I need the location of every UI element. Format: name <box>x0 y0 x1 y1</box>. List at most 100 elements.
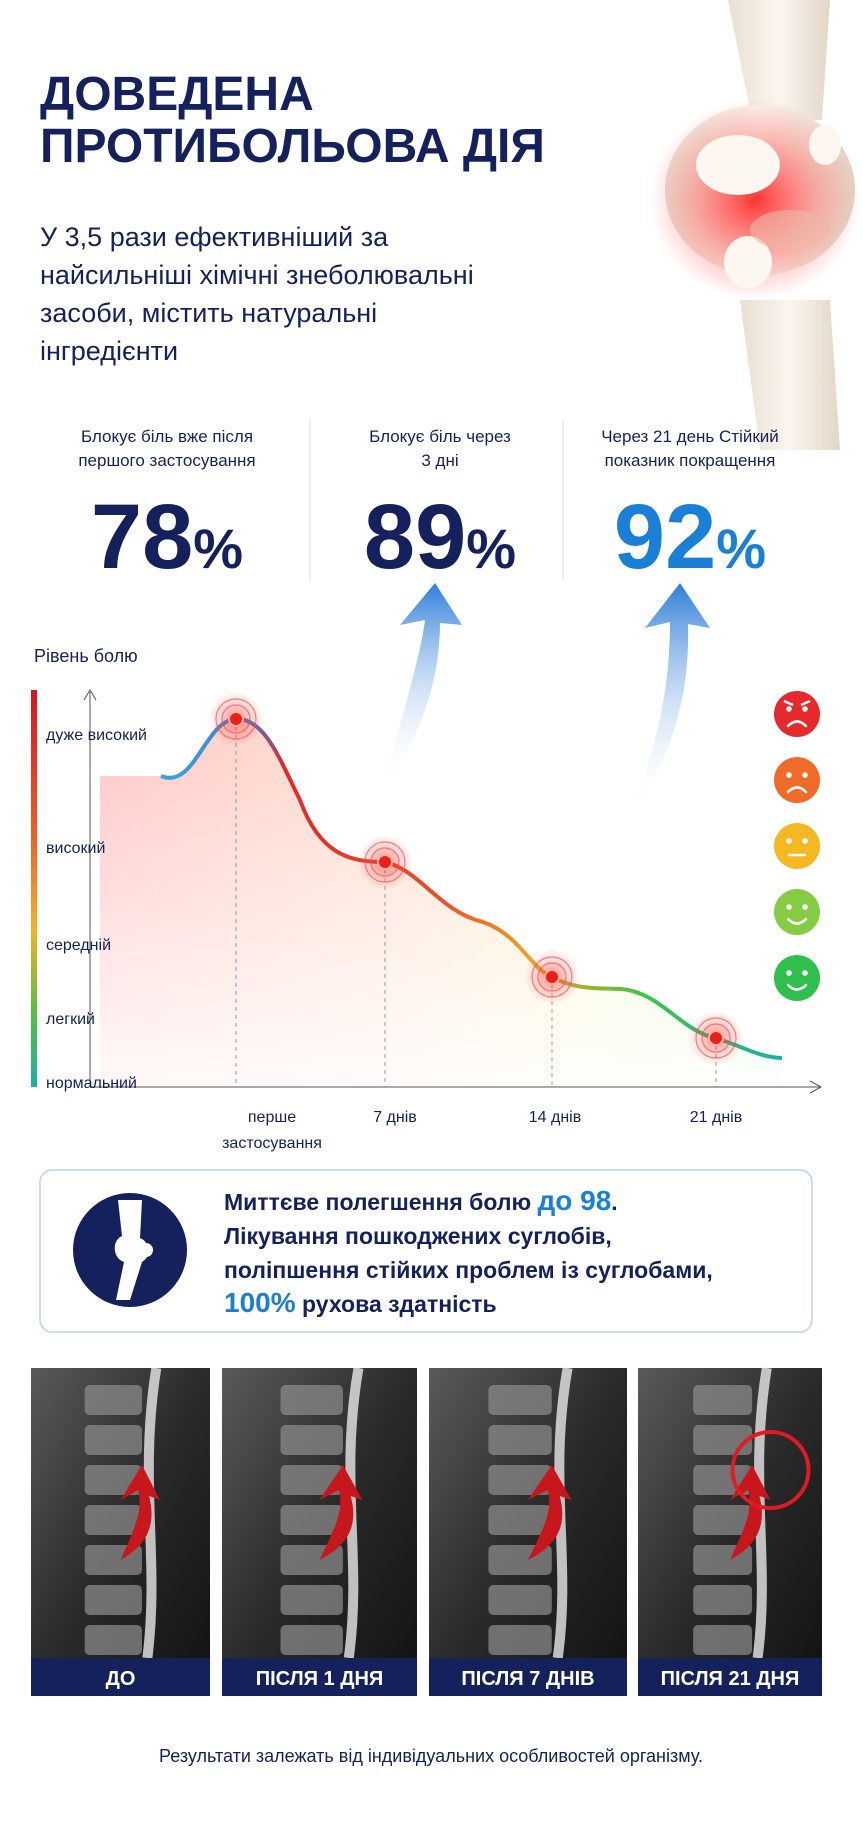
x-label: 14 днів <box>529 1109 581 1126</box>
stat-value: 89% <box>364 486 516 588</box>
info-highlight: до 98 <box>537 1185 611 1216</box>
mri-images: ДО ПІСЛЯ 1 ДНЯ ПІСЛЯ 7 ДНІВ ПІСЛЯ 21 ДНЯ <box>31 1367 822 1696</box>
vertebra <box>84 1625 142 1655</box>
ring <box>701 1023 731 1053</box>
vertebra <box>488 1385 552 1415</box>
ring <box>370 847 400 877</box>
title-line: ПРОТИБОЛЬОВА ДІЯ <box>40 120 545 173</box>
ring <box>531 956 573 998</box>
stat-caption: Через 21 день Стійкий <box>601 427 779 446</box>
stat-number: 92 <box>614 486 716 588</box>
stat-unit: % <box>466 517 516 580</box>
axis-title: Рівень болю <box>34 646 138 666</box>
stats: Блокує біль вже після першого застосуванн… <box>78 427 778 588</box>
info-highlight: 100% <box>224 1287 296 1318</box>
vertebra <box>280 1425 343 1455</box>
eye <box>786 772 792 778</box>
info-line: поліпшення стійких проблем із суглобами, <box>224 1257 713 1283</box>
subtitle: У 3,5 рази ефективніший за найсильніші хі… <box>40 222 474 366</box>
stat-caption: Блокує біль вже після <box>81 427 253 446</box>
vertebra <box>488 1425 552 1455</box>
footer-note: Результати залежать від індивідуальних о… <box>159 1746 703 1766</box>
eye <box>802 772 808 778</box>
vertebra <box>84 1425 142 1455</box>
stat-caption: першого застосування <box>78 451 255 470</box>
vertebra <box>84 1465 142 1495</box>
y-axis-arrow <box>83 689 97 701</box>
mouth <box>786 983 808 991</box>
stat-value: 92% <box>614 486 766 588</box>
info-segment: Миттєве полегшення болю <box>224 1189 537 1215</box>
stat-unit: % <box>193 517 243 580</box>
image-caption: ПІСЛЯ 1 ДНЯ <box>256 1668 384 1690</box>
eye <box>802 706 808 712</box>
eye <box>802 970 808 976</box>
eye <box>786 706 792 712</box>
red-arrow <box>528 1465 572 1560</box>
level-bar <box>31 690 37 1087</box>
vertebra <box>280 1385 343 1415</box>
subtitle-line: У 3,5 рази ефективніший за <box>40 222 389 252</box>
x-label: 21 днів <box>690 1109 742 1126</box>
eye <box>802 838 808 844</box>
info-segment: поліпшення стійких проблем із суглобами, <box>224 1257 713 1283</box>
image-caption: ПІСЛЯ 21 ДНЯ <box>661 1668 800 1690</box>
caption-band <box>638 1658 822 1696</box>
subtitle-line: найсильніші хімічні знеболювальні <box>40 260 474 290</box>
info-line: 100% рухова здатність <box>224 1287 497 1318</box>
mouth <box>786 720 808 728</box>
stat-caption: 3 дні <box>421 451 458 470</box>
x-label: застосування <box>222 1135 322 1152</box>
red-arrow <box>319 1465 363 1560</box>
vertebra <box>280 1625 343 1655</box>
red-arrow <box>730 1465 771 1560</box>
vertebra <box>488 1625 552 1655</box>
highlight-ring <box>730 1430 811 1510</box>
vertebra <box>488 1585 552 1615</box>
info-line: Миттєве полегшення болю до 98. <box>224 1185 618 1216</box>
face <box>774 889 820 935</box>
info-text: Миттєве полегшення болю до 98. Лікування … <box>224 1185 713 1318</box>
stat-unit: % <box>716 517 766 580</box>
stat-caption: Блокує біль через <box>369 427 511 446</box>
knee-illustration <box>650 0 860 450</box>
eye <box>786 838 792 844</box>
vertebra <box>693 1425 753 1455</box>
caption-band <box>222 1658 417 1696</box>
stat-number: 89 <box>364 486 466 588</box>
stat-value: 78% <box>91 486 243 588</box>
info-segment: Лікування пошкоджених суглобів, <box>224 1223 612 1249</box>
image-caption: ДО <box>106 1668 136 1690</box>
arrow-up <box>385 583 462 785</box>
ring <box>537 962 567 992</box>
vertebra <box>488 1465 552 1495</box>
brow <box>783 699 811 707</box>
eye <box>786 904 792 910</box>
level-label: середній <box>46 937 111 954</box>
vertebra <box>693 1505 753 1535</box>
area-fade <box>90 760 790 1087</box>
mouth <box>786 917 808 925</box>
stat-number: 78 <box>91 486 193 588</box>
ring <box>221 704 251 734</box>
caption-band <box>31 1658 210 1696</box>
x-label: 7 днів <box>373 1109 417 1126</box>
dot <box>228 711 244 727</box>
pain-chart: Рівень болю дуже високий високий середній ле… <box>31 646 823 1152</box>
arrow-up <box>630 583 710 815</box>
subtitle-line: інгредієнти <box>40 336 178 366</box>
info-segment: рухова здатність <box>296 1291 497 1317</box>
dot <box>377 854 393 870</box>
subtitle-line: засоби, містить натуральні <box>40 298 377 328</box>
vertebra <box>488 1505 552 1535</box>
vertebra <box>84 1585 142 1615</box>
info-segment: . <box>611 1189 617 1215</box>
dot <box>544 969 560 985</box>
caption-band <box>429 1658 627 1696</box>
face <box>774 757 820 803</box>
eye <box>802 904 808 910</box>
title-line: ДОВЕДЕНА <box>40 68 314 121</box>
info-line: Лікування пошкоджених суглобів, <box>224 1223 612 1249</box>
